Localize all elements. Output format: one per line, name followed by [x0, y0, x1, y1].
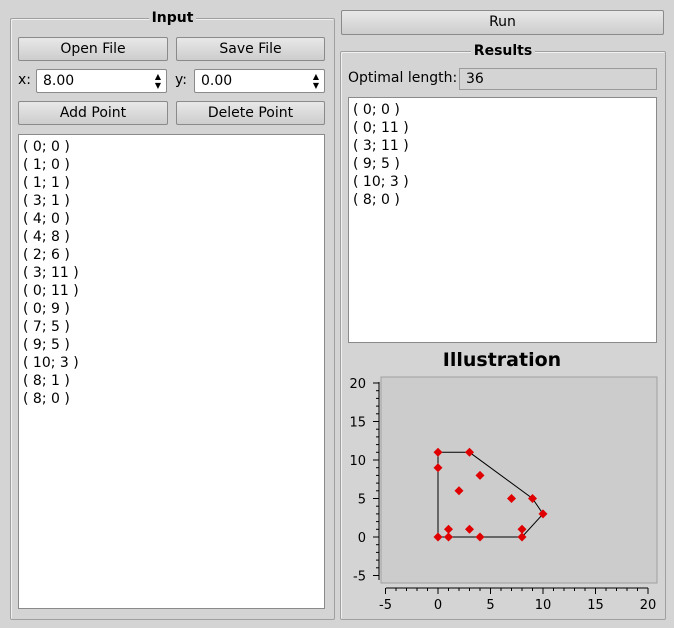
add-point-button[interactable]: Add Point	[18, 101, 168, 125]
open-file-button[interactable]: Open File	[18, 37, 168, 61]
list-item[interactable]: ( 10; 3 )	[23, 355, 79, 371]
list-item[interactable]: ( 3; 11 )	[23, 265, 79, 281]
results-group-title: Results	[470, 43, 536, 59]
list-item[interactable]: ( 3; 1 )	[23, 193, 70, 209]
y-label: y:	[175, 72, 187, 88]
save-file-button[interactable]: Save File	[176, 37, 325, 61]
list-item[interactable]: ( 4; 0 )	[23, 211, 70, 227]
optimal-length-field: 36	[459, 68, 657, 90]
list-item[interactable]: ( 10; 3 )	[353, 174, 409, 190]
list-item[interactable]: ( 8; 0 )	[23, 391, 70, 407]
input-group: Input	[10, 10, 335, 620]
list-item[interactable]: ( 0; 0 )	[353, 102, 400, 118]
list-item[interactable]: ( 8; 0 )	[353, 192, 400, 208]
list-item[interactable]: ( 7; 5 )	[23, 319, 70, 335]
x-label: x:	[18, 72, 32, 88]
list-item[interactable]: ( 1; 1 )	[23, 175, 70, 191]
spin-arrows-icon[interactable]: ▲ ▼	[154, 72, 162, 90]
illustration-title: Illustration	[442, 349, 562, 371]
spin-arrows-icon[interactable]: ▲ ▼	[312, 72, 320, 90]
list-item[interactable]: ( 3; 11 )	[353, 138, 409, 154]
x-value: 8.00	[43, 73, 75, 89]
list-item[interactable]: ( 0; 9 )	[23, 301, 70, 317]
list-item[interactable]: ( 8; 1 )	[23, 373, 70, 389]
results-points-list[interactable]: ( 0; 0 ) ( 0; 11 ) ( 3; 11 ) ( 9; 5 ) ( 10; …	[348, 97, 657, 343]
y-spinbox[interactable]: 0.00 ▲ ▼	[194, 69, 325, 93]
input-points-list[interactable]: ( 0; 0 ) ( 1; 0 ) ( 1; 1 ) ( 3; 1 ) ( 4; 0 )…	[18, 134, 325, 609]
list-item[interactable]: ( 0; 11 )	[353, 120, 409, 136]
run-button[interactable]: Run	[341, 10, 664, 35]
list-item[interactable]: ( 0; 0 )	[23, 139, 70, 155]
delete-point-button[interactable]: Delete Point	[176, 101, 325, 125]
input-group-title: Input	[148, 10, 197, 26]
list-item[interactable]: ( 0; 11 )	[23, 283, 79, 299]
list-item[interactable]: ( 2; 6 )	[23, 247, 70, 263]
y-value: 0.00	[201, 73, 233, 89]
results-group: Results	[340, 43, 666, 620]
list-item[interactable]: ( 4; 8 )	[23, 229, 70, 245]
list-item[interactable]: ( 9; 5 )	[353, 156, 400, 172]
list-item[interactable]: ( 1; 0 )	[23, 157, 70, 173]
optimal-length-label: Optimal length:	[348, 70, 458, 86]
x-spinbox[interactable]: 8.00 ▲ ▼	[36, 69, 167, 93]
list-item[interactable]: ( 9; 5 )	[23, 337, 70, 353]
